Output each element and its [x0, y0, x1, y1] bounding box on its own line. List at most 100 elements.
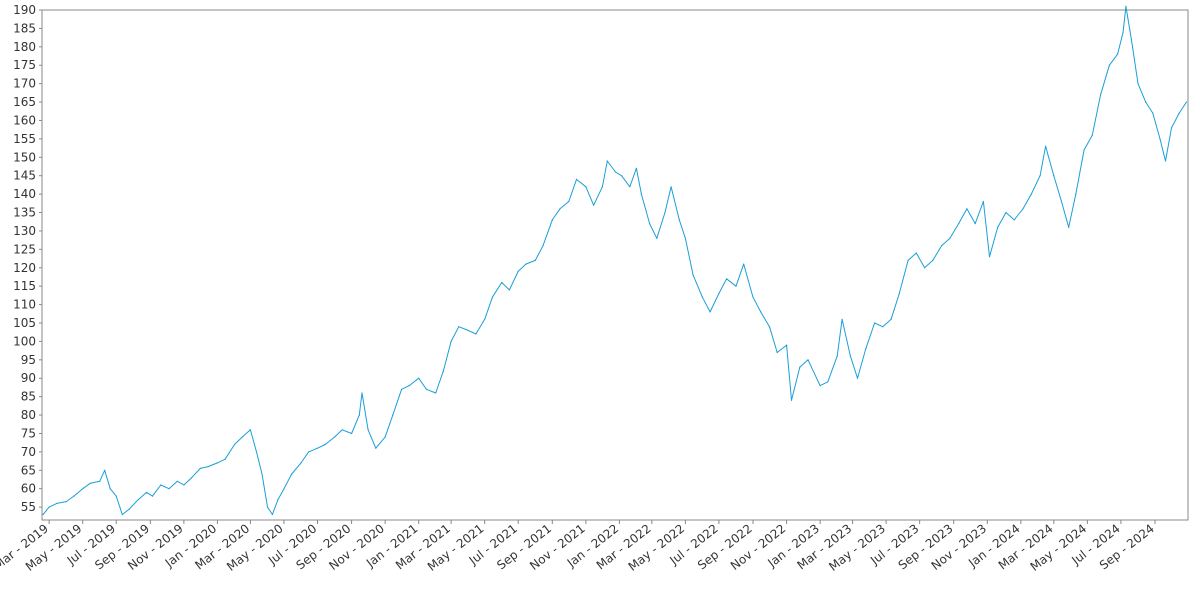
data-point	[277, 499, 279, 501]
data-point	[768, 326, 771, 328]
data-point	[1060, 200, 1063, 203]
data-point	[308, 451, 310, 453]
data-point	[629, 186, 631, 188]
data-point	[384, 436, 386, 438]
data-point	[614, 171, 617, 173]
data-point	[1117, 53, 1119, 55]
data-point	[776, 351, 778, 354]
data-point	[1045, 145, 1047, 147]
y-tick-label: 185	[13, 21, 36, 35]
data-point	[233, 443, 236, 446]
y-tick-label: 105	[13, 316, 36, 330]
data-point	[534, 259, 536, 261]
data-point	[1030, 193, 1032, 195]
data-point	[176, 480, 178, 482]
data-point	[501, 281, 503, 284]
y-tick-label: 75	[21, 426, 36, 440]
data-point	[73, 495, 75, 497]
data-point	[1152, 112, 1154, 114]
y-tick-label: 110	[13, 298, 36, 312]
data-point	[678, 219, 680, 221]
data-point	[542, 245, 544, 247]
y-tick-label: 60	[21, 482, 36, 496]
data-point	[1068, 226, 1070, 228]
data-point	[982, 200, 985, 203]
data-point	[692, 274, 694, 276]
data-point	[358, 414, 360, 416]
data-point	[425, 388, 427, 390]
data-point	[183, 484, 185, 486]
data-point	[99, 480, 101, 482]
data-point	[621, 175, 623, 177]
data-point	[316, 447, 319, 449]
data-point	[491, 296, 493, 298]
data-point	[735, 285, 737, 287]
data-point	[1005, 211, 1007, 214]
data-point	[807, 359, 809, 361]
data-point	[701, 296, 704, 298]
data-point	[261, 473, 263, 475]
y-tick-label: 155	[13, 132, 36, 146]
y-tick-label: 120	[13, 261, 36, 275]
data-point	[752, 296, 754, 298]
data-point	[997, 226, 999, 228]
data-point	[640, 193, 643, 195]
data-point	[684, 237, 687, 239]
data-point	[656, 237, 658, 239]
data-point	[517, 270, 519, 272]
data-point	[1137, 83, 1139, 85]
data-point	[606, 160, 608, 162]
y-tick-label: 115	[13, 279, 36, 293]
data-point	[300, 462, 302, 464]
data-point	[670, 186, 672, 188]
data-point	[790, 399, 793, 401]
data-point	[819, 385, 821, 387]
data-point	[324, 443, 326, 446]
data-point	[191, 477, 193, 479]
data-point	[932, 259, 934, 261]
data-point	[949, 237, 951, 239]
data-point	[827, 381, 829, 383]
data-point	[442, 370, 444, 372]
plot-frame	[41, 9, 1189, 521]
data-point	[145, 491, 148, 493]
data-point	[1145, 101, 1147, 103]
data-point	[1053, 175, 1055, 177]
data-point	[786, 344, 788, 346]
data-point	[551, 219, 553, 221]
data-point	[283, 488, 285, 490]
data-point	[199, 467, 201, 469]
data-point	[109, 488, 111, 490]
data-point	[1178, 112, 1180, 114]
data-point	[836, 355, 838, 357]
data-point	[635, 167, 638, 169]
y-tick-label: 190	[13, 3, 36, 17]
data-point	[42, 513, 44, 516]
data-point	[484, 318, 486, 320]
y-tick-label: 100	[13, 334, 36, 348]
y-tick-label: 95	[21, 353, 36, 367]
data-point	[1108, 64, 1110, 66]
data-point	[799, 366, 801, 368]
data-point	[915, 252, 917, 254]
data-point	[241, 436, 243, 438]
series-line	[42, 5, 1187, 515]
y-tick-label: 175	[13, 58, 36, 72]
data-point	[988, 256, 991, 258]
y-tick-label: 150	[13, 150, 36, 164]
data-point	[856, 377, 859, 379]
data-point	[89, 482, 91, 484]
data-point	[568, 200, 570, 203]
data-point	[121, 513, 123, 516]
data-point	[467, 329, 469, 331]
data-point	[104, 469, 106, 471]
data-point	[760, 311, 762, 313]
data-point	[375, 447, 377, 449]
data-point	[291, 473, 293, 475]
data-point	[1013, 219, 1015, 221]
data-point	[958, 223, 960, 225]
data-point	[1022, 208, 1024, 210]
data-point	[341, 429, 343, 431]
data-point	[1083, 149, 1085, 151]
